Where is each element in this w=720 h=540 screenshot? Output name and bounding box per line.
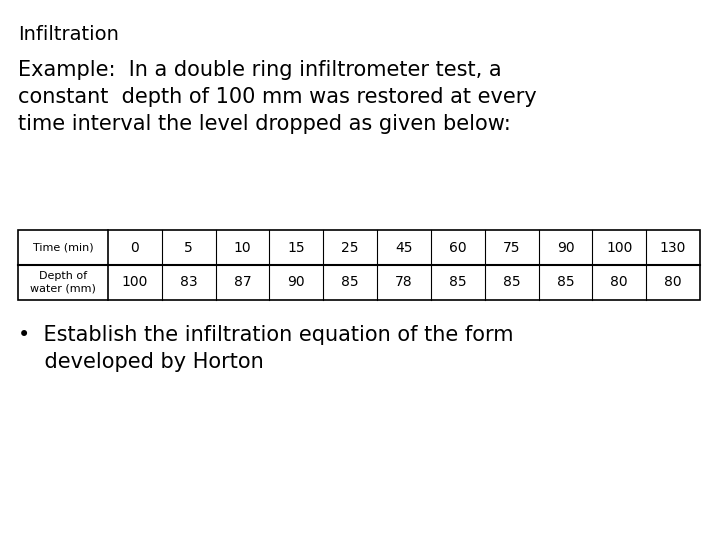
- Text: 80: 80: [611, 275, 628, 289]
- Text: 60: 60: [449, 240, 467, 254]
- Text: 5: 5: [184, 240, 193, 254]
- Text: 0: 0: [130, 240, 139, 254]
- Text: developed by Horton: developed by Horton: [18, 352, 264, 372]
- Text: 75: 75: [503, 240, 521, 254]
- Text: 87: 87: [234, 275, 251, 289]
- Text: 45: 45: [395, 240, 413, 254]
- Text: 130: 130: [660, 240, 686, 254]
- Text: 85: 85: [557, 275, 575, 289]
- Text: 78: 78: [395, 275, 413, 289]
- Text: •  Establish the infiltration equation of the form: • Establish the infiltration equation of…: [18, 325, 513, 345]
- Text: Example:  In a double ring infiltrometer test, a
constant  depth of 100 mm was r: Example: In a double ring infiltrometer …: [18, 60, 536, 134]
- Text: 90: 90: [287, 275, 305, 289]
- Bar: [18, 230, 700, 300]
- Text: Depth of
water (mm): Depth of water (mm): [30, 271, 96, 294]
- Text: 15: 15: [287, 240, 305, 254]
- Text: 10: 10: [234, 240, 251, 254]
- Text: 85: 85: [449, 275, 467, 289]
- Text: 80: 80: [665, 275, 682, 289]
- Text: 100: 100: [122, 275, 148, 289]
- Text: 83: 83: [180, 275, 197, 289]
- Text: 85: 85: [503, 275, 521, 289]
- Text: 25: 25: [341, 240, 359, 254]
- Text: Infiltration: Infiltration: [18, 25, 119, 44]
- Text: 100: 100: [606, 240, 632, 254]
- Text: Time (min): Time (min): [32, 242, 94, 253]
- Text: 85: 85: [341, 275, 359, 289]
- Text: 90: 90: [557, 240, 575, 254]
